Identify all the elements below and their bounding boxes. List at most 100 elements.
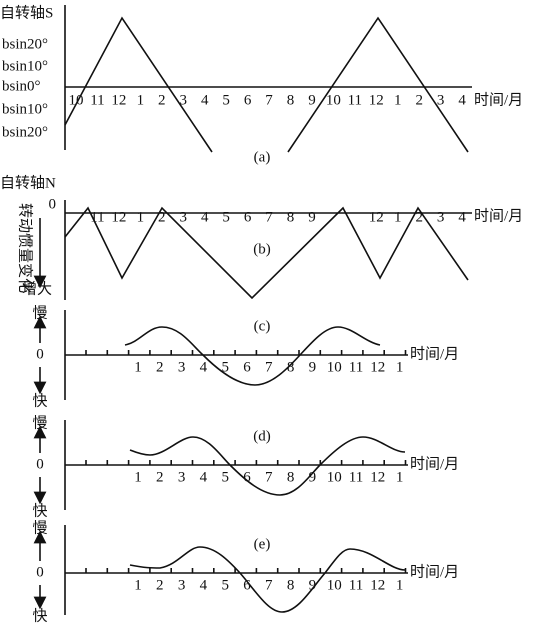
curve (64, 206, 469, 300)
x-label: 1 (134, 469, 142, 485)
x-label: 11 (349, 469, 363, 485)
x-label: 8 (287, 577, 295, 593)
bottom-label: 快 (32, 607, 47, 623)
axis-title: 自转轴N (0, 174, 56, 191)
zero-label: 0 (36, 456, 44, 472)
x-label: 7 (265, 577, 273, 593)
x-label: 3 (437, 92, 445, 108)
x-label: 3 (178, 577, 186, 593)
x-label: 3 (437, 209, 445, 225)
x-label: 9 (308, 209, 316, 225)
x-label: 4 (200, 469, 208, 485)
curve (64, 16, 213, 153)
curve (124, 326, 381, 386)
x-label: 12 (111, 92, 126, 108)
x-label: 1 (396, 469, 404, 485)
y-label: bsin10° (2, 101, 48, 117)
x-label: 11 (349, 359, 363, 375)
caption: (e) (254, 536, 271, 552)
x-label: 2 (158, 209, 166, 225)
side-end: 增大 (22, 280, 52, 297)
y-label: bsin0° (2, 78, 41, 94)
x-label: 5 (221, 577, 229, 593)
x-label: 5 (221, 359, 229, 375)
x-label: 8 (287, 209, 295, 225)
x-label: 7 (265, 469, 273, 485)
x-title: 时间/月 (474, 91, 523, 108)
axis-title: 自转轴S (0, 4, 53, 21)
panel-a: 自转轴S 时间/月 (a) bsin20° bsin10° bsin0° bsin10… (0, 4, 523, 165)
x-label: 10 (327, 359, 342, 375)
curve (287, 16, 469, 153)
x-label: 5 (222, 209, 230, 225)
x-label: 8 (287, 359, 295, 375)
x-label: 12 (370, 359, 385, 375)
x-label: 2 (158, 92, 166, 108)
x-label: 3 (180, 92, 188, 108)
x-label: 11 (90, 92, 104, 108)
x-label: 11 (349, 577, 363, 593)
x-label: 2 (156, 359, 164, 375)
x-label: 4 (200, 359, 208, 375)
x-label: 5 (222, 92, 230, 108)
x-label: 1 (394, 209, 402, 225)
x-label: 7 (265, 92, 273, 108)
x-label: 4 (458, 209, 466, 225)
x-label: 1 (394, 92, 402, 108)
x-label: 9 (309, 469, 317, 485)
x-label: 4 (201, 209, 209, 225)
caption: (d) (253, 428, 271, 444)
y-label: bsin20° (2, 36, 48, 52)
x-label: 5 (221, 469, 229, 485)
x-label: 9 (309, 359, 317, 375)
x-label: 2 (156, 469, 164, 485)
x-label: 1 (134, 577, 142, 593)
curve (129, 546, 406, 613)
x-label: 7 (265, 209, 273, 225)
y-label: bsin10° (2, 58, 48, 74)
caption: (b) (253, 241, 271, 257)
x-label: 3 (178, 359, 186, 375)
panel-b: 自转轴N 0 转动惯量变化 增大 时间/月 (b) 11 12 1 2 3 4 5 6 7 8 9 1… (0, 174, 523, 300)
x-label: 12 (369, 92, 384, 108)
x-label: 12 (369, 209, 384, 225)
x-label: 2 (415, 209, 423, 225)
x-label: 1 (396, 577, 404, 593)
x-label: 9 (309, 577, 317, 593)
side-label: 转动惯量变化 (17, 203, 34, 293)
caption: (c) (254, 318, 271, 334)
caption: (a) (254, 149, 271, 165)
bottom-label: 快 (32, 502, 47, 519)
x-label: 6 (244, 209, 252, 225)
x-title: 时间/月 (410, 563, 459, 580)
x-label: 7 (265, 359, 273, 375)
x-title: 时间/月 (410, 345, 459, 362)
zero-label: 0 (36, 564, 44, 580)
x-label: 10 (327, 469, 342, 485)
x-label: 1 (137, 92, 145, 108)
zero-label: 0 (49, 196, 57, 212)
x-label: 3 (178, 469, 186, 485)
x-label: 6 (243, 577, 251, 593)
x-label: 1 (137, 209, 145, 225)
x-label: 10 (327, 577, 342, 593)
x-label: 4 (200, 577, 208, 593)
x-label: 6 (244, 92, 252, 108)
x-label: 11 (90, 209, 104, 225)
x-label: 9 (308, 92, 316, 108)
x-label: 1 (396, 359, 404, 375)
x-label: 2 (156, 577, 164, 593)
x-label: 12 (370, 469, 385, 485)
y-label: bsin20° (2, 124, 48, 140)
top-label: 慢 (32, 414, 47, 431)
x-label: 6 (243, 469, 251, 485)
top-label: 慢 (32, 519, 47, 536)
x-title: 时间/月 (410, 455, 459, 472)
x-label: 4 (458, 92, 466, 108)
x-label: 12 (111, 209, 126, 225)
x-label: 1 (134, 359, 142, 375)
x-label: 10 (69, 92, 84, 108)
